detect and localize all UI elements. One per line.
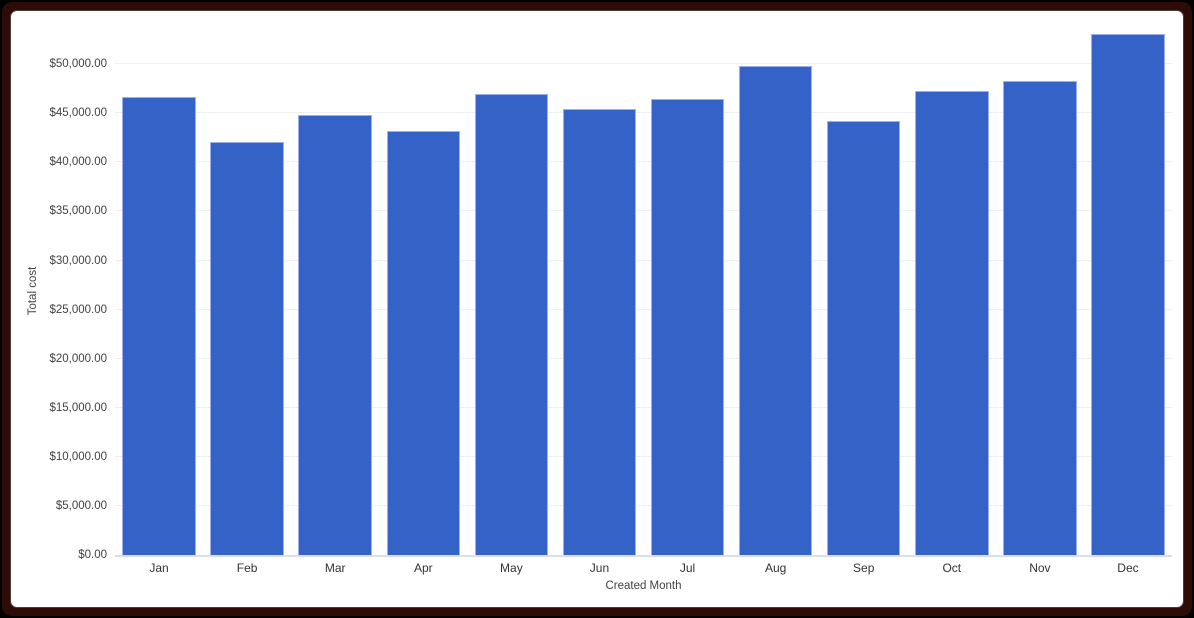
bar-jan[interactable]: [122, 96, 196, 555]
y-tick-label: $50,000.00: [49, 58, 107, 71]
bar-feb[interactable]: [210, 141, 284, 555]
x-tick-label-jan: Jan: [149, 561, 169, 575]
x-axis-title: Created Month: [605, 580, 682, 592]
bar-apr[interactable]: [386, 130, 461, 555]
x-tick-label-apr: Apr: [413, 561, 433, 575]
gridline: [115, 308, 1172, 310]
gridline: [115, 504, 1172, 506]
plot-area: [115, 19, 1172, 557]
bar-aug[interactable]: [738, 66, 813, 555]
y-tick-label: $40,000.00: [49, 156, 107, 169]
x-axis: Jan Feb Mar Apr May Jun Jul Aug Sep Oct Nov Dec: [115, 561, 1172, 577]
bar-dec[interactable]: [1091, 33, 1165, 555]
x-tick-label-feb: Feb: [236, 561, 258, 575]
gridline: [115, 112, 1172, 114]
bar-oct[interactable]: [915, 90, 989, 555]
gridline: [115, 406, 1172, 408]
y-axis: $0.00 $5,000.00 $10,000.00 $15,000.00 $20,00…: [11, 19, 107, 561]
x-tick-label-mar: Mar: [324, 561, 346, 575]
x-tick-label-jun: Jun: [589, 561, 610, 575]
y-tick-label: $5,000.00: [55, 499, 107, 512]
y-tick-label: $0.00: [78, 549, 107, 561]
bar-nov[interactable]: [1003, 80, 1077, 555]
gridline: [115, 63, 1172, 65]
y-tick-label: $10,000.00: [49, 450, 107, 463]
bar-sep[interactable]: [826, 121, 901, 555]
bar-may[interactable]: [474, 93, 549, 555]
y-tick-label: $20,000.00: [49, 352, 107, 365]
gridline: [115, 210, 1172, 212]
bar-jul[interactable]: [650, 98, 725, 555]
gridline: [115, 259, 1172, 261]
gridline: [115, 357, 1172, 359]
chart-canvas: Total cost $0.00 $5,000.00 $10,000.00 $15,0…: [11, 11, 1183, 607]
x-tick-label-nov: Nov: [1029, 561, 1051, 575]
x-tick-label-jul: Jul: [679, 561, 696, 575]
y-tick-label: $30,000.00: [49, 254, 107, 267]
x-tick-label-dec: Dec: [1117, 561, 1139, 575]
gridline: [115, 455, 1172, 457]
y-tick-label: $45,000.00: [49, 107, 107, 120]
bar-mar[interactable]: [298, 115, 372, 555]
y-tick-label: $25,000.00: [49, 303, 107, 316]
bar-jun[interactable]: [562, 109, 637, 555]
gridline: [115, 161, 1172, 163]
y-tick-label: $35,000.00: [49, 205, 107, 218]
x-tick-label-oct: Oct: [942, 561, 962, 575]
x-tick-label-may: May: [500, 561, 523, 575]
x-tick-label-sep: Sep: [853, 561, 875, 575]
x-tick-label-aug: Aug: [764, 561, 787, 575]
y-tick-label: $15,000.00: [49, 401, 107, 414]
